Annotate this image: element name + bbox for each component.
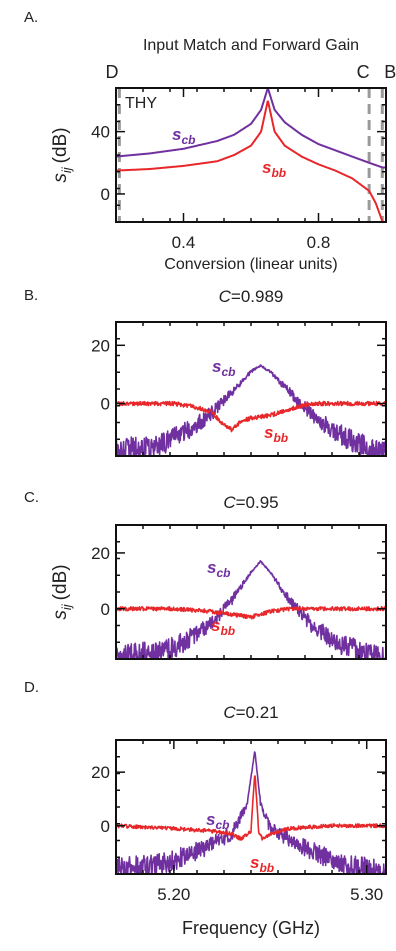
- series-label-variable: s: [262, 158, 271, 177]
- series-label-subscript: cb: [221, 365, 235, 379]
- series-label-subscript: bb: [271, 166, 286, 180]
- series-line-bb: [116, 402, 386, 432]
- marker-label: B: [384, 62, 396, 82]
- y-label-variable: s: [50, 610, 71, 620]
- x-tick-label: 0.8: [307, 233, 331, 252]
- series-label-variable: s: [212, 357, 221, 376]
- y-axis-label: sij (dB): [50, 564, 74, 619]
- title-variable: C: [223, 703, 236, 722]
- annotation-label: THY: [125, 95, 157, 112]
- series-line-bb: [116, 607, 386, 619]
- series-label-variable: s: [172, 125, 181, 144]
- series-label-subscript: bb: [273, 431, 288, 445]
- y-label-subscript: ij: [59, 603, 74, 610]
- chart-title: C=0.989: [219, 287, 284, 306]
- y-tick-label: 40: [91, 123, 110, 142]
- y-tick-label: 20: [91, 544, 110, 563]
- y-tick-label: 20: [91, 336, 110, 355]
- y-tick-label: 20: [91, 763, 110, 782]
- series-label-cb: scb: [212, 357, 235, 379]
- series-label-subscript: bb: [220, 624, 235, 638]
- y-tick-label: 0: [101, 185, 110, 204]
- series-label-subscript: bb: [259, 861, 274, 875]
- series-label-cb: scb: [206, 810, 229, 832]
- series-label-subscript: cb: [215, 818, 229, 832]
- panel-label: C.: [24, 489, 39, 506]
- series-label-variable: s: [264, 423, 273, 442]
- y-label-unit: (dB): [50, 127, 71, 163]
- series-label-cb: scb: [172, 125, 195, 147]
- series-label-variable: s: [207, 558, 216, 577]
- series-label-bb: sbb: [264, 423, 288, 445]
- y-tick-label: 0: [101, 817, 110, 836]
- panel-label: D.: [24, 679, 39, 696]
- y-tick-label: 0: [101, 395, 110, 414]
- y-tick-label: 0: [101, 600, 110, 619]
- y-label-unit: (dB): [50, 564, 71, 600]
- x-tick-label: 5.30: [350, 885, 383, 904]
- series-label-bb: sbb: [211, 616, 235, 638]
- marker-label: D: [106, 62, 119, 82]
- series-label-subscript: cb: [216, 566, 230, 580]
- series-line-cb: [116, 561, 386, 668]
- series-label-bb: sbb: [262, 158, 286, 180]
- x-tick-label: 0.4: [172, 233, 196, 252]
- x-axis-label: Frequency (GHz): [182, 918, 320, 938]
- title-value: =0.95: [236, 493, 279, 512]
- title-variable: C: [219, 287, 232, 306]
- chart-title: C=0.95: [223, 493, 278, 512]
- series-label-variable: s: [250, 853, 259, 872]
- y-label-subscript: ij: [59, 166, 74, 173]
- x-axis-label: Conversion (linear units): [164, 256, 337, 273]
- y-label-variable: s: [50, 173, 71, 183]
- series-line-bb: [116, 102, 386, 223]
- series-label-variable: s: [211, 616, 220, 635]
- panel-label: B.: [24, 287, 38, 304]
- x-tick-label: 5.20: [157, 885, 190, 904]
- series-line-bb: [116, 776, 386, 840]
- series-label-cb: scb: [207, 558, 230, 580]
- series-label-variable: s: [206, 810, 215, 829]
- title-value: =0.21: [236, 703, 279, 722]
- series-label-subscript: cb: [181, 133, 195, 147]
- marker-label: C: [357, 62, 370, 82]
- title-value: =0.989: [231, 287, 283, 306]
- series-label-bb: sbb: [250, 853, 274, 875]
- series-line-cb: [116, 365, 386, 462]
- title-variable: C: [223, 493, 236, 512]
- chart-title: C=0.21: [223, 703, 278, 722]
- chart-title: Input Match and Forward Gain: [143, 37, 359, 54]
- panel-label: A.: [24, 9, 38, 26]
- y-axis-label: sij (dB): [50, 127, 74, 182]
